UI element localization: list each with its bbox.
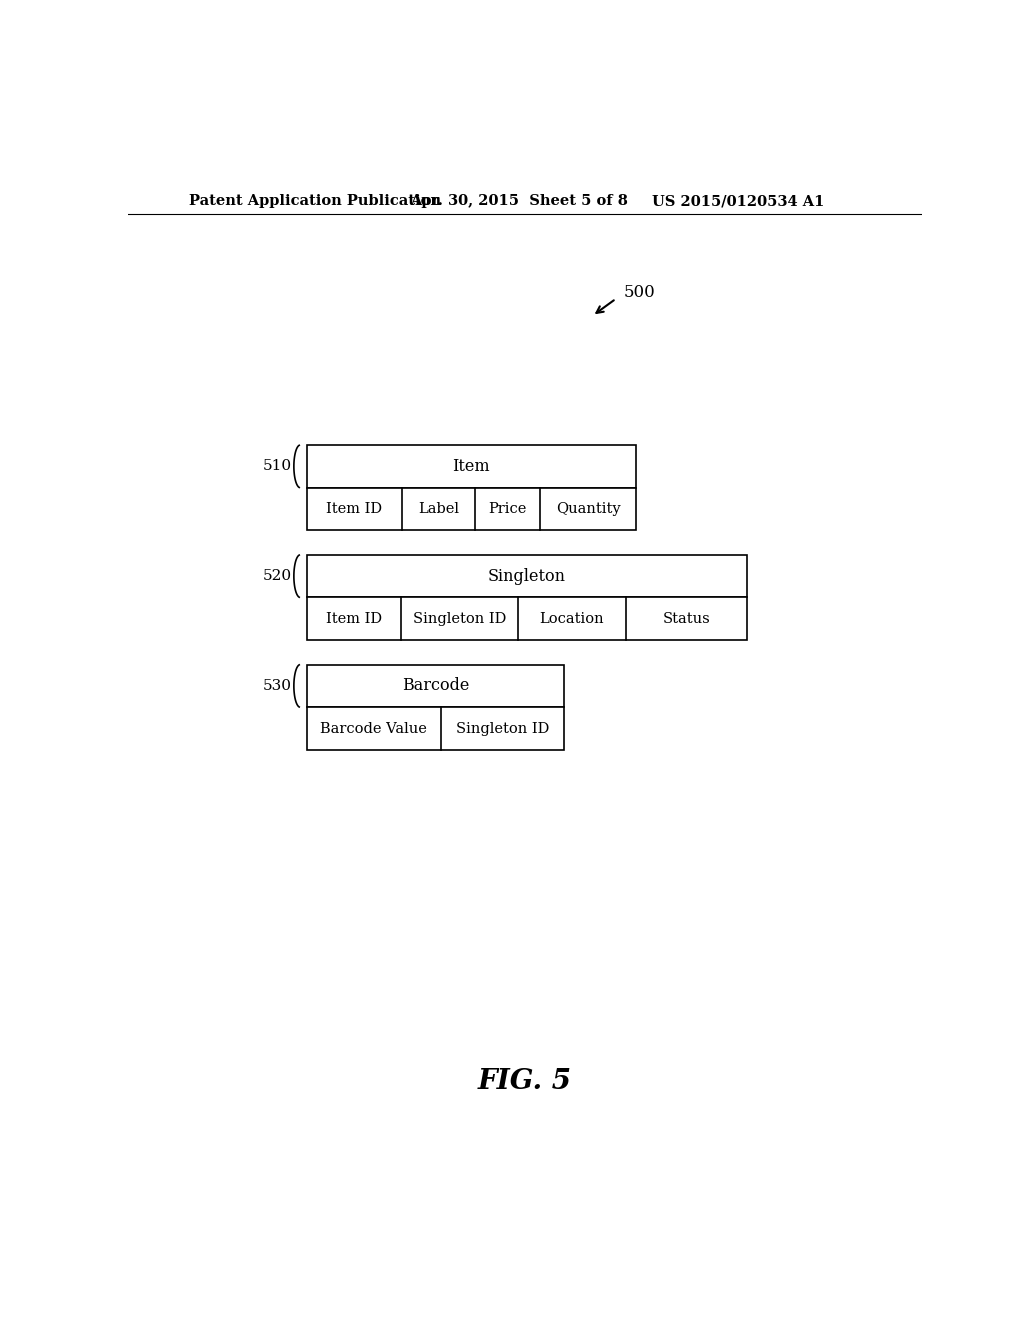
Text: Barcode Value: Barcode Value [321, 722, 427, 735]
Text: Item ID: Item ID [327, 502, 382, 516]
Bar [306, 554, 748, 598]
Text: Price: Price [488, 502, 526, 516]
Bar [306, 445, 636, 487]
Text: Item ID: Item ID [326, 612, 382, 626]
Text: Status: Status [663, 612, 711, 626]
Bar [306, 487, 636, 531]
Text: Label: Label [418, 502, 459, 516]
Text: Singleton: Singleton [487, 568, 566, 585]
Text: Patent Application Publication: Patent Application Publication [189, 194, 441, 209]
Text: Item: Item [453, 458, 490, 475]
Bar [306, 708, 564, 750]
Text: Apr. 30, 2015  Sheet 5 of 8: Apr. 30, 2015 Sheet 5 of 8 [410, 194, 628, 209]
Text: 530: 530 [263, 678, 292, 693]
Text: 500: 500 [624, 284, 655, 301]
Bar [306, 664, 564, 708]
Text: US 2015/0120534 A1: US 2015/0120534 A1 [652, 194, 824, 209]
Text: Barcode: Barcode [401, 677, 469, 694]
Text: Quantity: Quantity [556, 502, 621, 516]
Text: 510: 510 [263, 459, 292, 474]
Text: Location: Location [540, 612, 604, 626]
Text: FIG. 5: FIG. 5 [478, 1068, 571, 1094]
Text: 520: 520 [263, 569, 292, 583]
Text: Singleton ID: Singleton ID [413, 612, 506, 626]
Bar [306, 598, 748, 640]
Text: Singleton ID: Singleton ID [456, 722, 549, 735]
